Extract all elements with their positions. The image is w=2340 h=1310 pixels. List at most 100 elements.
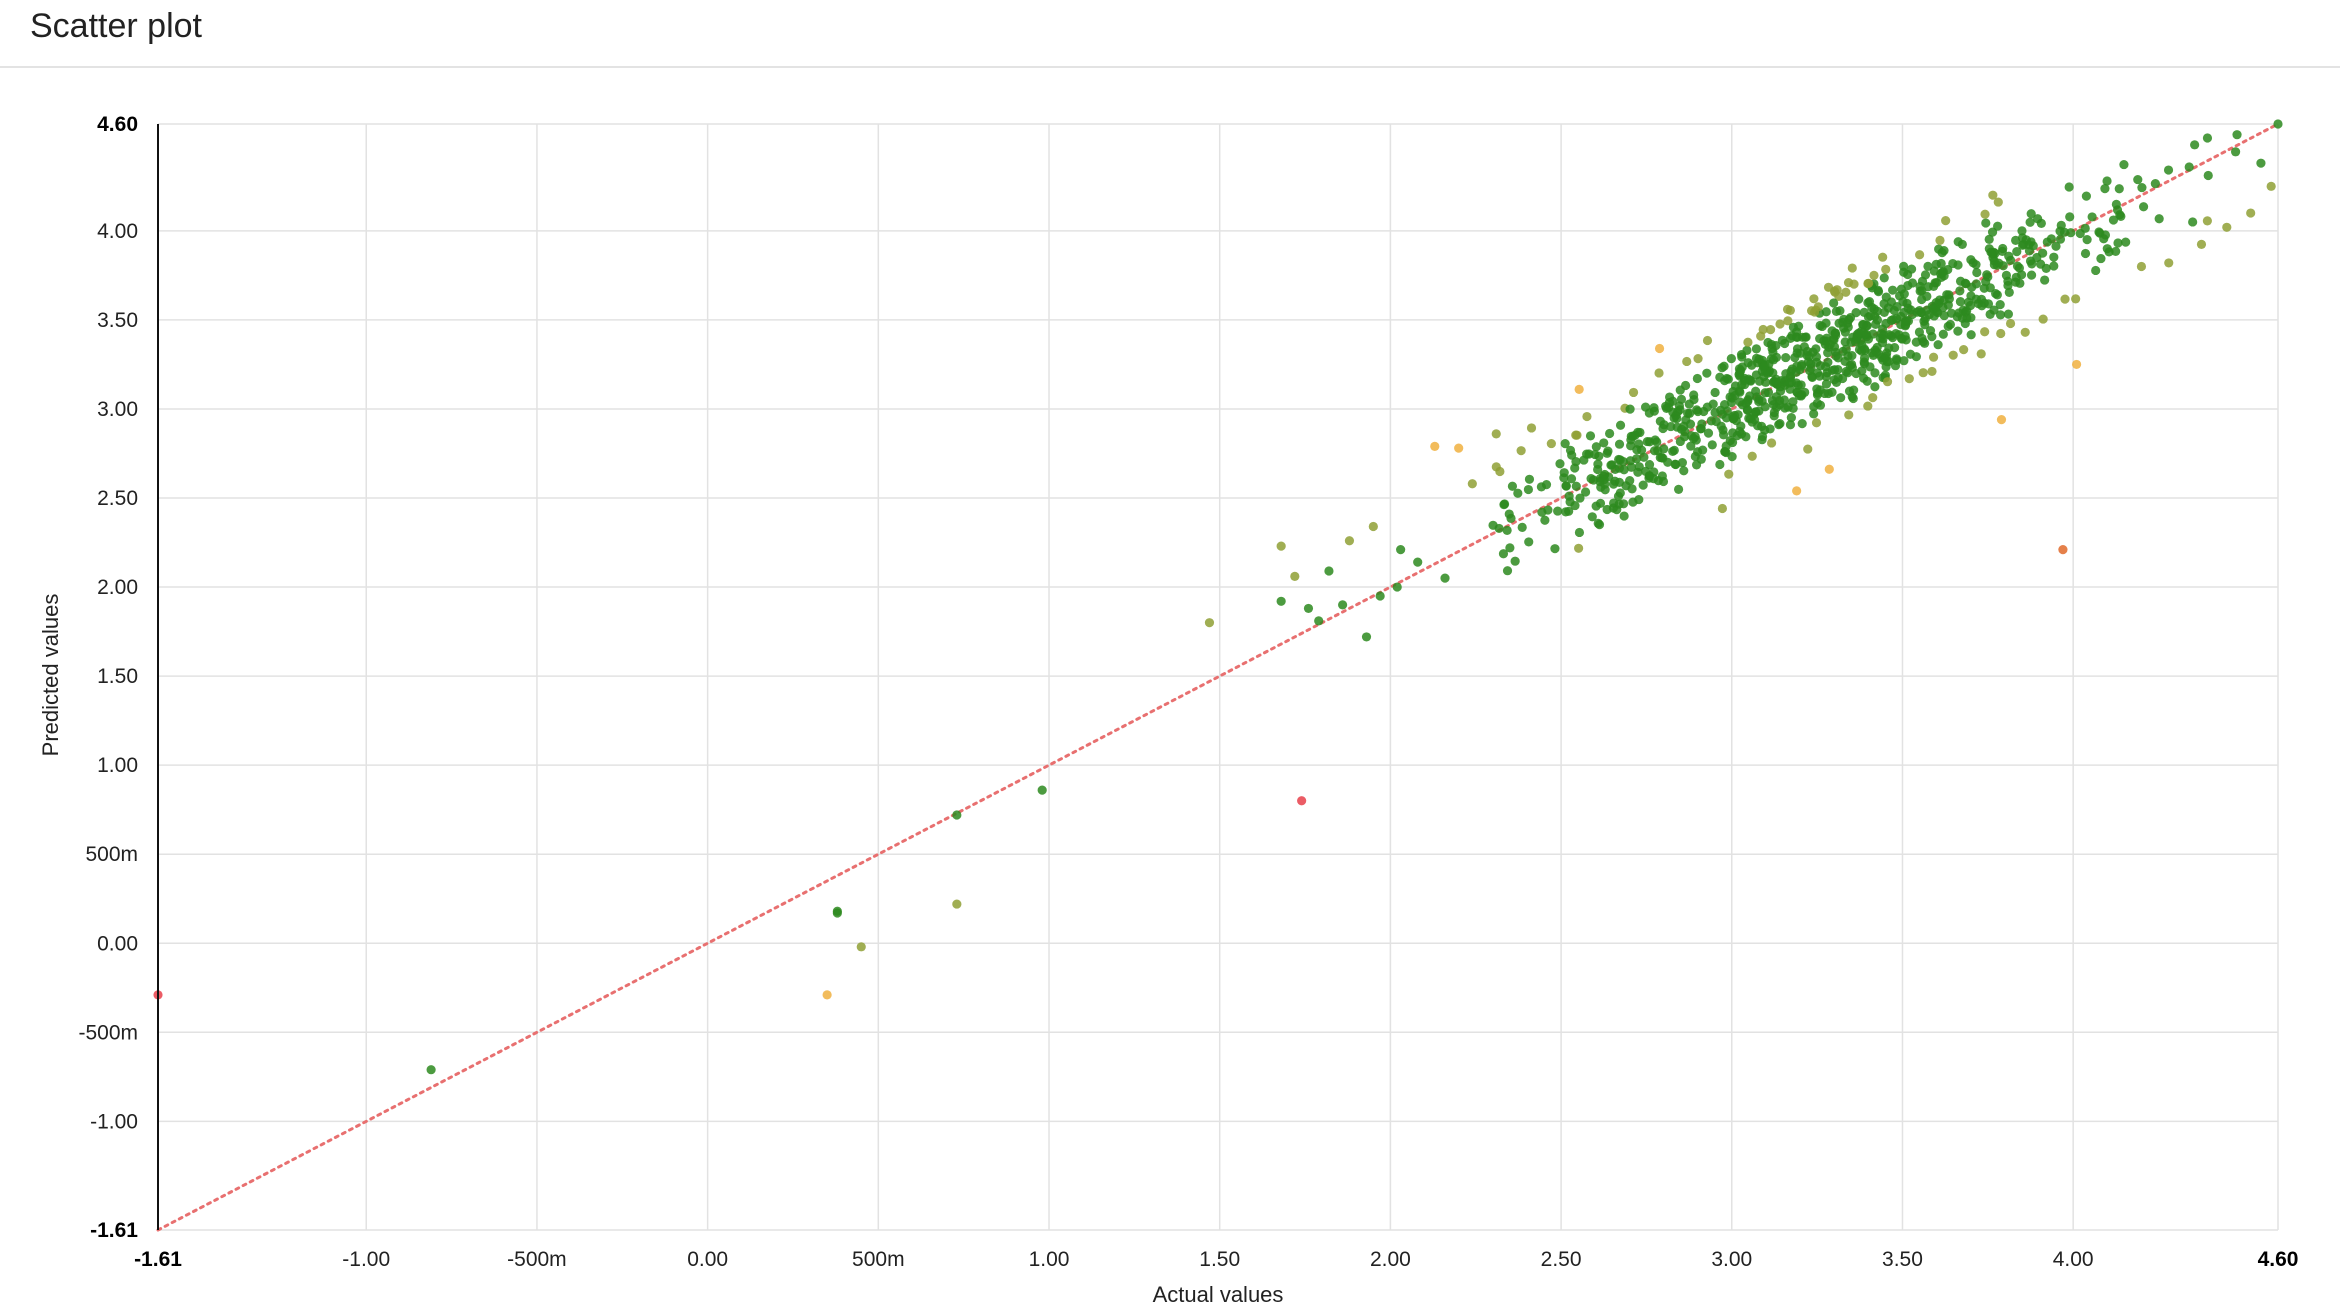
data-point (1726, 354, 1736, 364)
data-point (1912, 307, 1922, 317)
data-point (1983, 272, 1993, 282)
data-point (1524, 474, 1535, 484)
data-point (1693, 354, 1703, 364)
data-point (1829, 342, 1840, 352)
data-point (1955, 296, 1966, 307)
data-point (1566, 474, 1577, 484)
data-point (1634, 494, 1644, 505)
data-point (1807, 372, 1817, 382)
y-tick-label: 1.00 (97, 754, 138, 777)
data-point (1708, 399, 1718, 409)
data-point (1939, 310, 1949, 321)
data-point (1984, 234, 1994, 244)
data-point (2071, 294, 2081, 304)
data-point (2003, 280, 2013, 291)
data-point (1939, 295, 1949, 305)
data-point (1625, 476, 1635, 486)
data-point (1502, 525, 1512, 536)
data-point (1781, 352, 1791, 363)
data-point (1878, 252, 1888, 262)
data-point (1649, 446, 1660, 456)
data-point (2012, 261, 2023, 271)
data-point (1580, 487, 1591, 497)
data-point (1976, 349, 1986, 359)
data-point (1833, 353, 1843, 363)
data-point (1749, 415, 1760, 425)
data-point (1998, 243, 2008, 254)
data-point (1756, 421, 1767, 431)
data-point (1715, 372, 1725, 382)
data-point (1440, 573, 1450, 583)
data-point (1870, 368, 1880, 378)
data-point (1697, 419, 1707, 429)
data-point (2113, 238, 2123, 248)
data-point (1809, 294, 1819, 304)
y-tick-label: 4.60 (97, 113, 138, 136)
data-point (1742, 345, 1752, 355)
x-tick-label: 3.50 (1882, 1248, 1923, 1271)
data-point (1879, 273, 1889, 283)
data-point (2046, 234, 2057, 244)
data-point (1981, 218, 1991, 228)
data-point (1658, 476, 1669, 487)
data-point (2011, 272, 2021, 282)
data-point (1717, 503, 1728, 514)
data-point (1873, 287, 1884, 297)
data-point (1899, 356, 1909, 366)
data-point (1792, 486, 1802, 496)
data-point (1575, 493, 1585, 503)
x-tick-label: 4.00 (2053, 1248, 2094, 1271)
data-point (1862, 376, 1872, 386)
data-point (1988, 190, 1998, 200)
data-point (1638, 480, 1648, 490)
data-point (1775, 400, 1785, 410)
data-point (1936, 269, 1946, 279)
data-point (1614, 463, 1625, 473)
data-point (1344, 536, 1355, 546)
data-point (1494, 523, 1504, 534)
data-point (952, 810, 962, 820)
data-point (1502, 566, 1513, 576)
x-tick-label: -1.61 (134, 1248, 182, 1271)
data-point (1745, 391, 1755, 401)
data-point (2080, 248, 2091, 259)
data-point (2102, 176, 2112, 186)
data-point (1870, 382, 1880, 392)
data-point (1526, 423, 1537, 433)
data-point (1505, 543, 1515, 553)
data-point (1610, 476, 1620, 486)
data-point (2163, 165, 2174, 175)
data-point (1966, 330, 1976, 340)
data-point (2095, 228, 2105, 238)
data-point (1571, 481, 1581, 491)
data-point (2001, 270, 2012, 280)
data-point (1276, 541, 1286, 551)
data-point (2033, 214, 2043, 224)
data-point (1785, 384, 1795, 394)
data-point (1590, 449, 1600, 460)
data-point (1917, 286, 1927, 296)
data-point (1684, 399, 1694, 409)
data-point (1968, 258, 1978, 268)
data-points (153, 119, 2283, 1075)
data-point (1717, 363, 1727, 373)
data-point (1571, 456, 1581, 467)
data-point (1728, 386, 1738, 397)
data-point (1838, 346, 1848, 356)
data-point (1392, 582, 1402, 592)
data-point (2266, 181, 2276, 191)
data-point (1682, 356, 1692, 367)
data-point (1555, 459, 1565, 469)
data-point (1498, 549, 1509, 559)
data-point (1752, 392, 1762, 402)
data-point (1920, 338, 1930, 348)
data-point (2026, 237, 2036, 247)
data-point (1703, 428, 1714, 438)
data-point (1872, 342, 1882, 353)
data-point (1635, 427, 1645, 438)
data-point (1935, 235, 1945, 246)
data-point (1945, 319, 1955, 330)
data-point (1513, 488, 1523, 498)
data-point (1691, 460, 1702, 470)
data-point (2232, 130, 2242, 140)
